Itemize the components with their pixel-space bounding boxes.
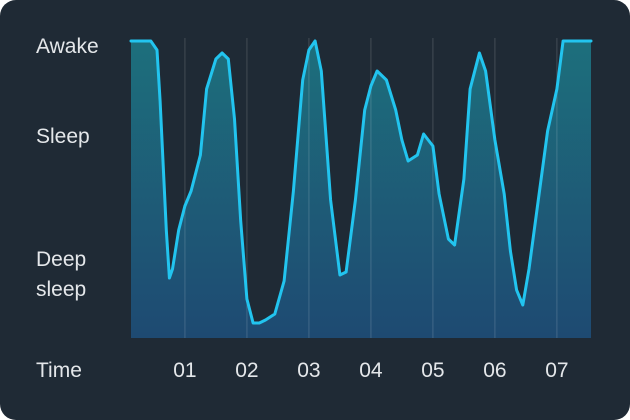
y-tick-label: Awake — [36, 35, 99, 58]
x-tick-label: 02 — [235, 359, 259, 382]
area-fill — [131, 41, 591, 338]
x-tick-label: 06 — [483, 359, 507, 382]
x-tick-label: 07 — [545, 359, 569, 382]
x-tick-label: 03 — [297, 359, 321, 382]
x-axis-label: Time — [36, 359, 82, 382]
x-tick-label: 04 — [359, 359, 383, 382]
x-tick-label: 05 — [421, 359, 445, 382]
y-tick-label: Deep sleep — [36, 248, 87, 301]
y-tick-label: Sleep — [36, 125, 90, 148]
x-tick-label: 01 — [173, 359, 197, 382]
sleep-line — [129, 39, 593, 325]
